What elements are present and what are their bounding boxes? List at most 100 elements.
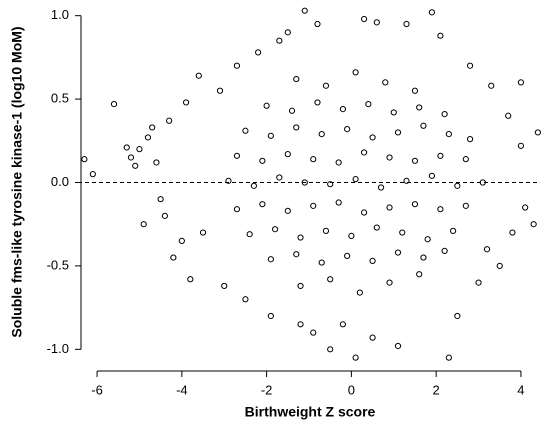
point [310, 156, 317, 163]
point [233, 152, 241, 159]
point [127, 154, 135, 161]
point [386, 154, 393, 161]
point [259, 201, 266, 208]
point [394, 129, 402, 136]
point [424, 236, 431, 243]
point [322, 82, 330, 89]
point [437, 32, 444, 39]
point [390, 109, 397, 116]
point [267, 312, 274, 320]
point [263, 102, 270, 109]
x-axis-title: Birthweight Z score [245, 404, 376, 420]
point [517, 79, 525, 86]
point [403, 177, 410, 184]
point [386, 279, 393, 286]
point [522, 204, 529, 211]
point [293, 75, 300, 83]
point [182, 99, 190, 106]
point [246, 231, 253, 238]
point [488, 82, 495, 89]
point [314, 99, 321, 106]
point [216, 87, 224, 94]
point [344, 252, 351, 259]
point [314, 20, 321, 28]
point [441, 111, 448, 118]
x-tick-label: 0 [348, 382, 355, 397]
point [293, 251, 300, 258]
point [276, 174, 283, 181]
point [369, 334, 376, 341]
point [454, 312, 461, 320]
point [462, 156, 469, 163]
point [369, 257, 376, 265]
point [428, 9, 436, 16]
point [250, 182, 257, 189]
point [356, 289, 363, 296]
point [255, 49, 262, 56]
y-axis-title: Soluble fms-like tyrosine kinase-1 (log1… [9, 26, 25, 337]
point [89, 171, 96, 178]
y-tick-label: 1.0 [51, 7, 69, 22]
point [382, 79, 389, 86]
point [399, 229, 406, 236]
point [352, 354, 359, 361]
point [394, 249, 402, 256]
point [187, 276, 194, 283]
y-tick-label: 0.0 [51, 174, 69, 189]
point [110, 100, 118, 108]
point [348, 232, 355, 239]
point [462, 202, 469, 209]
point [335, 199, 342, 206]
point [361, 15, 368, 23]
point [297, 321, 304, 328]
point [136, 146, 143, 153]
point [327, 181, 334, 188]
point [530, 221, 537, 228]
point [301, 7, 308, 14]
y-tick-label: -1.0 [47, 341, 69, 356]
point [322, 227, 330, 234]
point [178, 237, 185, 244]
point [195, 72, 202, 79]
point [344, 126, 351, 133]
point [386, 204, 393, 211]
point [466, 62, 474, 69]
point [132, 162, 139, 169]
point [335, 159, 342, 166]
point [437, 152, 444, 159]
point [454, 182, 461, 189]
point [411, 87, 419, 94]
point [310, 329, 317, 336]
point [361, 149, 368, 156]
y-tick-label: -0.5 [47, 257, 69, 272]
point [509, 229, 516, 236]
point [483, 246, 491, 253]
point [225, 177, 232, 184]
point [221, 282, 228, 290]
point [339, 105, 347, 113]
x-tick-label: -6 [91, 382, 103, 397]
point [352, 69, 359, 76]
point [153, 159, 160, 166]
point [276, 37, 283, 44]
point [318, 259, 325, 266]
point [403, 20, 410, 28]
point [140, 221, 147, 228]
point [297, 282, 304, 290]
x-tick-label: -4 [176, 382, 188, 397]
point [242, 127, 249, 134]
point [284, 29, 291, 36]
point [233, 62, 241, 69]
point [144, 134, 152, 141]
point [411, 157, 419, 164]
point [271, 226, 279, 233]
point [441, 247, 448, 254]
point [284, 207, 291, 214]
point [517, 142, 525, 149]
x-tick-label: 4 [517, 382, 524, 397]
point [534, 129, 541, 136]
point [327, 276, 334, 283]
point [437, 206, 444, 213]
point [373, 224, 380, 231]
